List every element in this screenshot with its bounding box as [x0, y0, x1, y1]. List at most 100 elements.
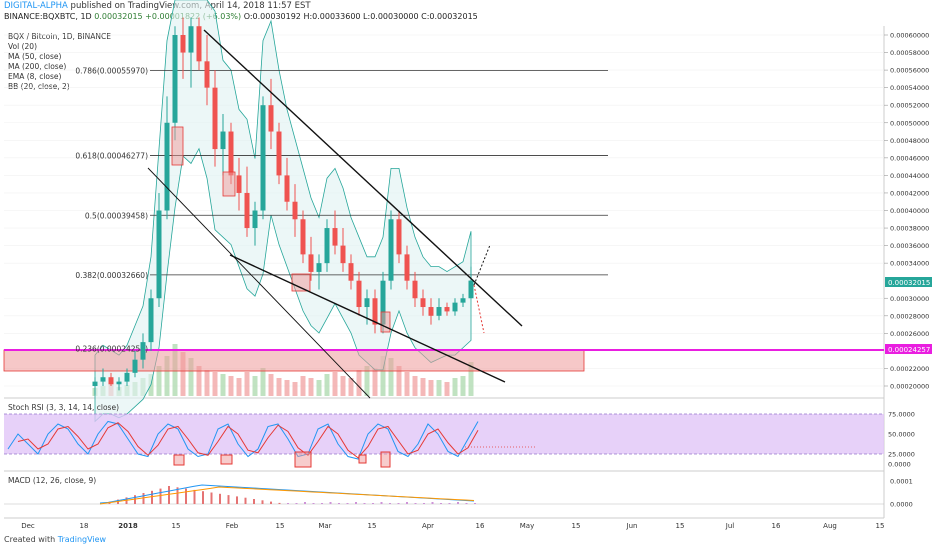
time-tick-label: 15 — [368, 522, 377, 530]
volume-bar — [180, 352, 186, 396]
candle-body — [276, 131, 282, 176]
trendline-upper[interactable] — [203, 29, 523, 327]
fibonacci-levels[interactable]: 0.786(0.00055970) 0.618(0.00046277) 0.5(0.… — [75, 66, 608, 354]
legend-bb[interactable]: BB (20, close, 2) — [8, 82, 70, 91]
macd-bar — [312, 503, 315, 504]
macd-line — [99, 484, 475, 504]
macd-bar — [261, 500, 264, 504]
stoch-tick-label: 75.0000 — [888, 411, 915, 419]
macd-bar — [329, 502, 332, 504]
projection-down-arrow[interactable] — [473, 284, 485, 334]
candle-body — [188, 26, 194, 53]
candle-body — [412, 280, 418, 299]
volume-bar — [372, 368, 378, 396]
open-price: O:0.00030192 — [243, 12, 301, 21]
legend-ema8[interactable]: EMA (8, close) — [8, 72, 62, 81]
volume-bar — [340, 376, 346, 396]
volume-bar — [164, 356, 170, 396]
macd-bar — [457, 502, 459, 504]
macd-bar — [176, 487, 179, 504]
time-tick-label: Dec — [21, 522, 35, 530]
highlight-box[interactable] — [291, 273, 311, 292]
volume-bar — [252, 376, 258, 396]
macd-bar — [227, 495, 230, 504]
volume-bar — [468, 362, 474, 396]
macd-label[interactable]: MACD (12, 26, close, 9) — [8, 476, 97, 485]
time-tick-label: Jun — [626, 522, 638, 530]
candle-body — [252, 210, 258, 229]
candle-body — [228, 131, 234, 176]
candle-body — [260, 105, 266, 211]
volume-bar — [316, 380, 322, 396]
legend-series[interactable]: BQX / Bitcoin, 1D, BINANCE — [8, 32, 111, 41]
fib-label: 0.5(0.00039458) — [85, 211, 148, 220]
candle-body — [348, 263, 354, 281]
volume-bar — [300, 376, 306, 396]
price-tick-label: 0.00056000 — [890, 67, 929, 75]
volume-bar — [332, 372, 338, 396]
stoch-highlight[interactable] — [294, 451, 312, 468]
trendline-lower[interactable] — [229, 254, 506, 383]
volume-bar — [452, 378, 458, 396]
volume-bar — [396, 366, 402, 396]
trendline-channel[interactable] — [147, 167, 371, 399]
author-link[interactable]: DIGITAL-ALPHA — [4, 1, 68, 11]
macd-bar — [151, 490, 153, 504]
volume-bar — [244, 372, 250, 396]
stoch-highlight[interactable] — [380, 451, 391, 468]
candle-body — [212, 87, 218, 150]
macd-bar — [397, 503, 400, 504]
stoch-highlight[interactable] — [358, 454, 367, 464]
macd-bar — [142, 493, 145, 504]
macd-bar — [440, 503, 442, 504]
candle-body — [396, 219, 402, 255]
stoch-highlight[interactable] — [220, 454, 233, 465]
volume-bar — [412, 376, 418, 396]
tradingview-logo[interactable]: TradingView — [57, 535, 107, 544]
highlight-box[interactable] — [222, 171, 236, 197]
legend-ma200[interactable]: MA (200, close) — [8, 62, 67, 71]
time-tick-label: 15 — [676, 522, 685, 530]
macd-bar — [159, 488, 162, 504]
stoch-tick-label: 0.0000 — [888, 461, 911, 469]
highlight-box[interactable] — [171, 126, 184, 166]
volume-bar — [228, 376, 234, 396]
macd-bar — [287, 503, 289, 504]
stoch-rsi-label[interactable]: Stoch RSI (3, 3, 14, 14, close) — [8, 403, 119, 412]
candle-body — [428, 307, 434, 316]
candle-body — [132, 359, 138, 373]
macd-bar — [474, 503, 476, 504]
price-tick-label: 0.00034000 — [890, 260, 929, 268]
price-tick-label: 0.00052000 — [890, 102, 929, 110]
stoch-tick-label: 50.0000 — [888, 431, 915, 439]
time-axis[interactable]: Dec 18 2018 15 Feb 15 Mar 15 Apr 16 May 15 Jun 15 Jul 1… — [21, 522, 884, 530]
macd-bar — [414, 503, 417, 504]
macd-bar — [185, 488, 187, 504]
level-price-badge: 0.00024257 — [885, 344, 932, 354]
macd-bar — [270, 501, 272, 504]
candle-body — [108, 377, 114, 385]
symbol-label: BINANCE:BQXBTC, 1D — [4, 12, 92, 21]
legend-ma50[interactable]: MA (50, close) — [8, 52, 62, 61]
legend-volume[interactable]: Vol (20) — [8, 42, 38, 51]
candle-body — [180, 35, 186, 53]
volume-bar — [156, 366, 162, 396]
stoch-k-line — [7, 420, 479, 460]
price-tick-label: 0.00050000 — [890, 119, 929, 127]
volume-bar — [188, 358, 194, 396]
volume-bar — [220, 374, 226, 396]
time-tick-label: 15 — [876, 522, 885, 530]
highlight-box[interactable] — [380, 311, 391, 333]
price-axis[interactable]: 0.00060000 0.00058000 0.00056000 0.00054000… — [884, 32, 929, 391]
fib-label: 0.382(0.00032660) — [75, 271, 148, 280]
volume-bar — [292, 382, 298, 396]
candle-body — [116, 381, 122, 385]
stoch-highlight[interactable] — [173, 454, 185, 466]
projection-up-arrow[interactable] — [473, 244, 491, 286]
time-tick-label: Mar — [318, 522, 331, 530]
macd-tick-label: 0.0000 — [890, 501, 913, 509]
volume-bar — [444, 382, 450, 396]
volume-bar — [436, 380, 442, 396]
volume-bar — [236, 378, 242, 396]
